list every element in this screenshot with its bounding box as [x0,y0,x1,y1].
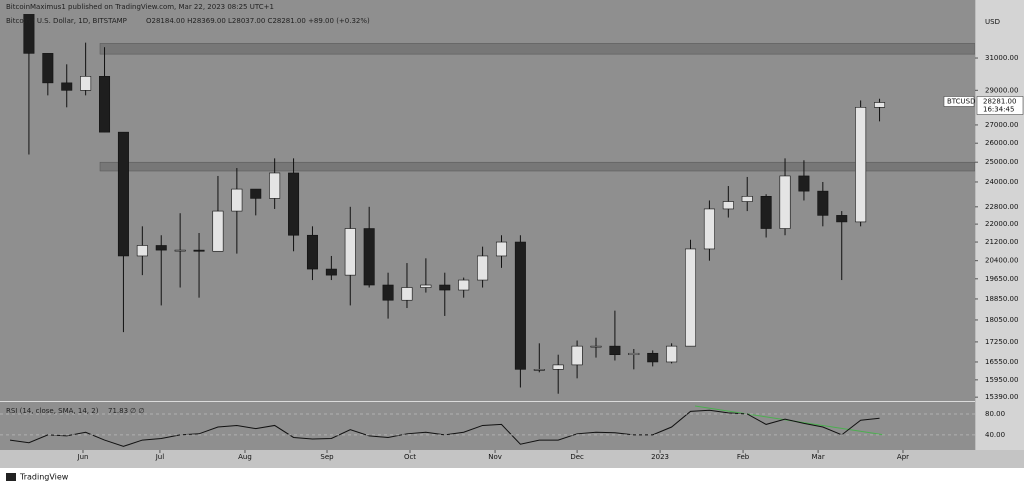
symbol: Bitcoin / U.S. Dollar, 1D, BITSTAMP [6,17,127,25]
zone [99,161,975,172]
candle-body [231,188,243,212]
y-tick-label: 20400.00 [985,257,1018,265]
rsi-title: RSI (14, close, SMA, 14, 2) [6,407,99,415]
y-tick-label: 24000.00 [985,178,1018,186]
candle-body [155,245,167,251]
ticker: BTCUSD [947,97,976,105]
y-tick-label: 16550.00 [985,358,1018,366]
y-tick-label: 25000.00 [985,158,1018,166]
candle-body [42,53,54,84]
x-tick-label: Aug [238,453,252,461]
candle-body [760,196,772,229]
candle-body [836,215,848,223]
last-price-label: 28281.00 [983,97,1016,105]
candles [23,14,886,394]
candle-body [628,352,640,356]
candle-body [325,268,337,276]
candle-body [552,364,564,370]
x-tick-label: Apr [897,453,909,461]
ticker-tag [943,96,975,107]
candle-body [401,287,413,301]
x-tick-label: Sep [320,453,334,461]
x-tick-label: Feb [737,453,750,461]
zone [99,43,975,55]
currency: USD [985,18,1000,26]
candle-body [193,249,205,252]
candle-body [722,201,734,210]
publisher: BitcoinMaximus1 published on TradingView… [6,3,274,11]
candle-body [874,102,886,108]
candle-body [798,175,810,192]
candle-body [779,175,791,229]
candle-body [250,188,262,199]
candle-body [817,190,829,216]
x-tick-label: Mar [811,453,824,461]
candle-body [174,249,186,252]
candle-body [61,82,73,91]
countdown: 16:34:45 [983,105,1014,113]
x-tick-label: Dec [570,453,584,461]
y-tick-label: 17250.00 [985,338,1018,346]
candle-body [685,248,697,347]
candle-body [477,255,489,281]
plot-background [0,0,975,450]
y-tick-label: 22800.00 [985,203,1018,211]
candle-body [363,228,375,286]
axes: 31000.00 29000.00 27000.00 26000.00 25000.00… [0,54,1024,461]
y-tick-label: 29000.00 [985,86,1018,94]
y-tick-label: 22000.00 [985,220,1018,228]
candle-body [117,131,129,257]
y-tick-label: 26000.00 [985,139,1018,147]
time-axis-background [0,450,1024,468]
candle-body [571,345,583,366]
candle-body [306,234,318,270]
y-tick-label: 31000.00 [985,54,1018,62]
candle-body [212,210,224,252]
candle-body [666,345,678,363]
brand-logo [6,473,16,481]
candle-body [99,76,111,133]
candle-body [80,76,92,91]
y-tick-label: 18050.00 [985,316,1018,324]
candle-body [647,352,659,363]
y-tick-label: 15950.00 [985,376,1018,384]
x-tick-label: 2023 [651,453,669,461]
rsi-flags: ∅ ∅ [130,407,144,415]
zones [99,43,975,172]
x-tick-label: Jul [155,453,165,461]
y-tick-label: 21200.00 [985,238,1018,246]
x-tick-label: Nov [488,453,502,461]
y-tick-label: 15390.00 [985,393,1018,401]
x-tick-label: Jun [77,453,89,461]
y-tick-label: 27000.00 [985,121,1018,129]
candle-body [533,369,545,371]
y-tick-label: 19650.00 [985,275,1018,283]
candle-body [590,345,602,348]
x-tick-label: Oct [404,453,416,461]
candle-body [703,208,715,250]
candle-body [855,107,867,223]
candle-body [495,241,507,257]
candle-body [420,284,432,288]
ohlc-readout: O28184.00 H28369.00 L28037.00 C28281.00 … [146,17,370,25]
y-tick-label: 18850.00 [985,295,1018,303]
candle-body [609,345,621,356]
last-price-tag [976,96,1024,115]
candle-body [344,228,356,276]
candle-body [439,284,451,291]
candle-body [458,279,470,291]
candle-body [382,284,394,301]
brand: TradingView [19,473,69,482]
candle-body [741,196,753,202]
rsi-value: 71.83 [108,407,128,415]
price-axis-background [975,0,1024,450]
candle-body [288,172,300,236]
rsi-tick-label: 80.00 [985,410,1005,418]
candle-body [136,245,148,257]
candle-body [514,241,526,370]
candle-body [269,172,281,199]
candle-body [23,14,35,54]
rsi-tick-label: 40.00 [985,431,1005,439]
